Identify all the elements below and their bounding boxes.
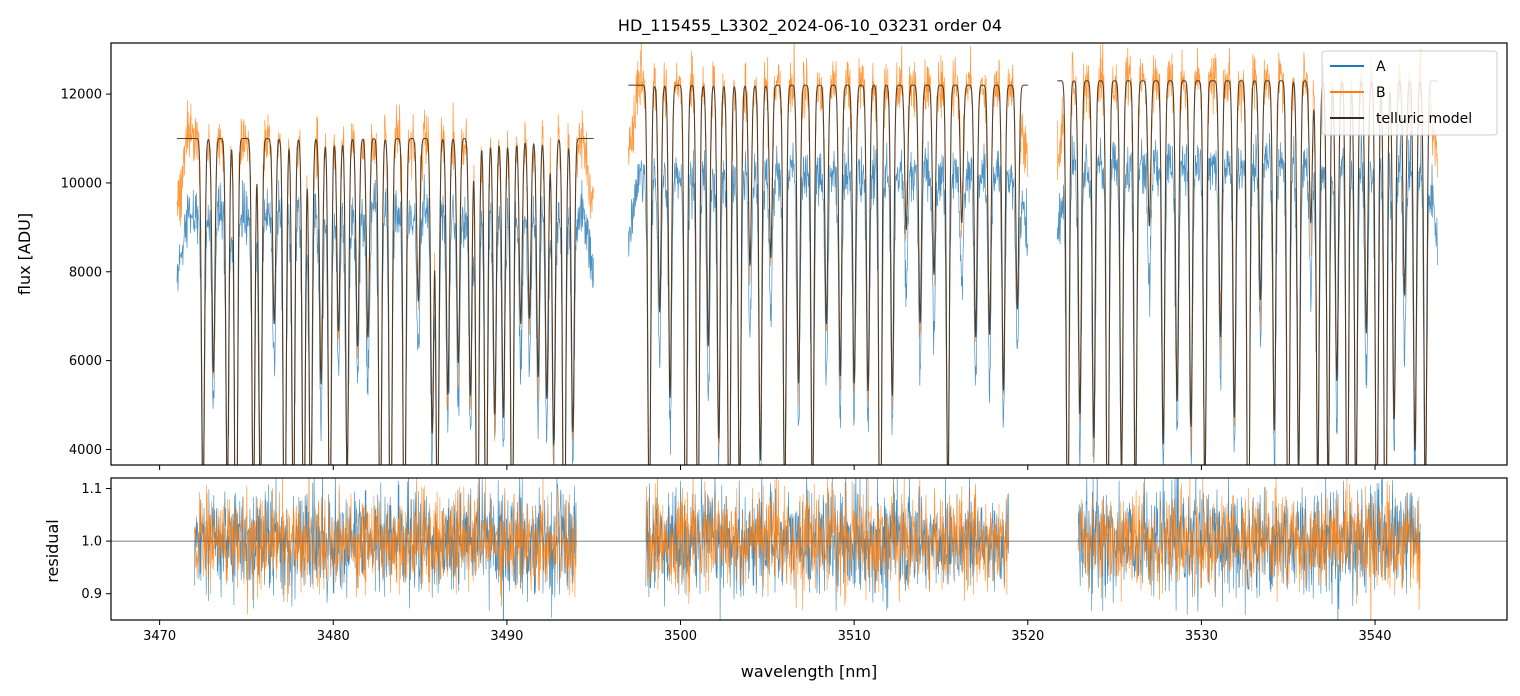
flux-plot-area [176,43,1438,465]
residual-y-ticks: 0.9 1.0 1.1 [81,482,111,602]
residual-line-b [194,478,1421,620]
y-tick-label: 10000 [61,176,102,191]
residual-plot-area [111,478,1507,620]
x-tick-label: 3480 [317,629,350,644]
residual-y-axis-label: residual [43,519,62,582]
legend-label-telluric: telluric model [1376,111,1472,127]
y-tick-label: 8000 [69,265,102,280]
series-line-telluric-model [177,80,1438,465]
flux-y-axis-label: flux [ADU] [15,213,34,295]
y-tick-label: 0.9 [81,587,102,602]
y-tick-label: 12000 [61,88,102,103]
y-tick-label: 4000 [69,443,102,458]
x-tick-label: 3490 [490,629,523,644]
residual-panel: 0.9 1.0 1.1 3470 3480 3490 3500 3510 3520 3530 35… [43,477,1508,681]
flux-panel: 4000 6000 8000 10000 12000 flux [ADU] A B te… [15,42,1508,470]
flux-x-ticks [159,465,1376,470]
residual-panel-frame [110,477,1508,621]
flux-panel-frame [110,42,1508,466]
y-tick-label: 6000 [69,354,102,369]
legend: A B telluric model [1321,50,1498,136]
flux-y-ticks: 4000 6000 8000 10000 12000 [61,88,111,458]
chart-title: HD_115455_L3302_2024-06-10_03231 order 0… [618,16,1002,36]
residual-x-ticks: 3470 3480 3490 3500 3510 3520 3530 3540 [143,620,1392,644]
x-tick-label: 3530 [1185,629,1218,644]
x-tick-label: 3520 [1011,629,1044,644]
legend-label-a: A [1376,59,1386,75]
y-tick-label: 1.0 [81,535,102,550]
x-tick-label: 3540 [1358,629,1391,644]
x-tick-label: 3470 [143,629,176,644]
legend-box [1321,50,1498,136]
x-tick-label: 3510 [838,629,871,644]
x-axis-label: wavelength [nm] [741,662,878,681]
y-tick-label: 1.1 [81,482,102,497]
legend-label-b: B [1376,85,1386,101]
x-tick-label: 3500 [664,629,697,644]
